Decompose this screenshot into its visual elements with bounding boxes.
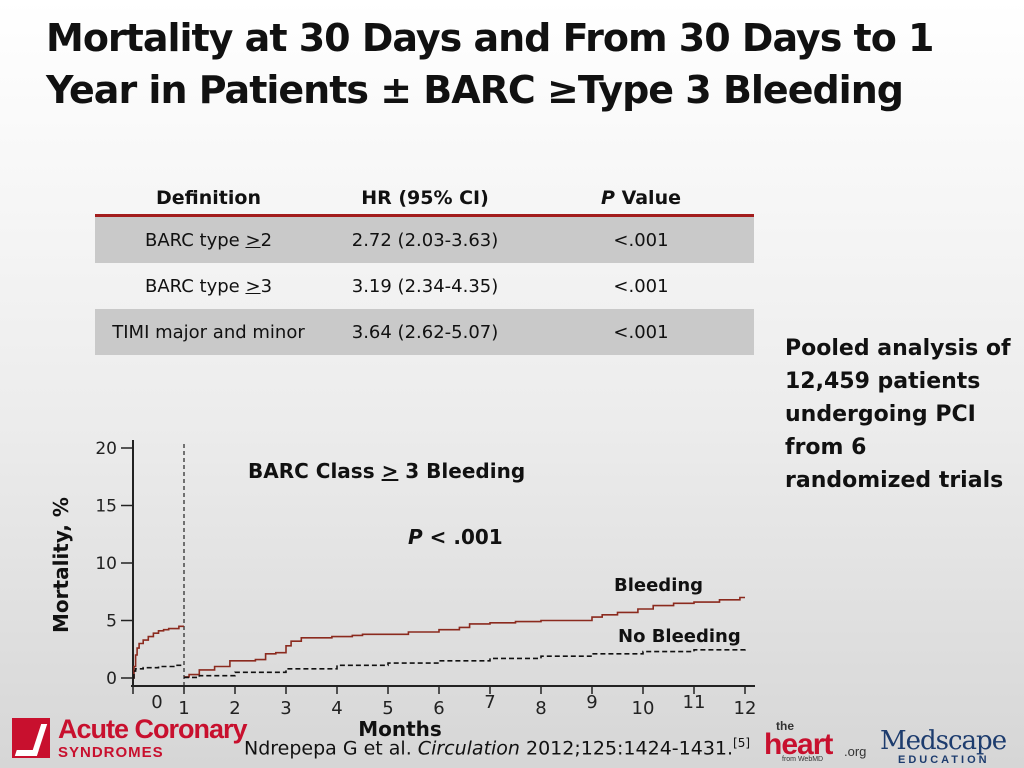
- y-tick-label: 15: [95, 497, 117, 517]
- note-line: randomized trials: [785, 468, 1004, 493]
- theheart-org-logo: the heart .org from WebMD: [762, 719, 867, 766]
- gte-symbol: >: [245, 275, 261, 297]
- x-tick-label: 10: [632, 698, 655, 719]
- cell-hr: 2.72 (2.03-3.63): [322, 215, 528, 263]
- cell-p: <.001: [528, 215, 754, 263]
- table-row: BARC type >2 2.72 (2.03-3.63) <.001: [95, 215, 754, 263]
- y-axis-label: Mortality, %: [49, 497, 73, 633]
- medscape-education-logo: Medscape EDUCATION: [880, 726, 1007, 766]
- x-tick-label: 12: [734, 698, 757, 719]
- cell-p: <.001: [613, 275, 669, 297]
- y-tick-label: 5: [106, 612, 117, 632]
- y-tick-label: 0: [106, 669, 117, 689]
- series-line: [133, 664, 184, 679]
- series-line: [133, 625, 184, 679]
- x-tick-label: 6: [433, 698, 444, 719]
- table-row: BARC type >3 3.19 (2.34-4.35) <.001: [95, 263, 754, 309]
- cell-definition: TIMI major and minor: [95, 309, 322, 355]
- series-label: No Bleeding: [618, 626, 741, 647]
- x-tick-label: 5: [382, 698, 393, 719]
- header-hr: HR (95% CI): [322, 182, 528, 217]
- citation-journal: Circulation: [417, 737, 520, 760]
- x-tick-label: 11: [683, 692, 706, 713]
- p-value-annotation: P < .001: [408, 525, 503, 549]
- heart-logo-the: the: [776, 719, 794, 733]
- cell-definition: BARC type >3: [144, 275, 273, 297]
- chart-title: BARC Class > 3 Bleeding: [248, 459, 525, 483]
- x-tick-label: 1: [178, 698, 189, 719]
- acs-logo-text: Acute Coronary: [58, 714, 248, 744]
- y-tick-label: 10: [95, 554, 117, 574]
- gte-symbol: >: [245, 229, 261, 251]
- x-tick-label: 2: [229, 698, 240, 719]
- header-p-value: P Value: [528, 182, 754, 217]
- series-label: Bleeding: [614, 575, 703, 596]
- x-tick-label: 7: [484, 692, 495, 713]
- cell-hr: 3.19 (2.34-4.35): [351, 275, 499, 297]
- x-axis-label: Months: [358, 717, 442, 740]
- cell-p: <.001: [528, 309, 754, 355]
- series-line: [184, 596, 745, 678]
- medscape-logo-subtext: EDUCATION: [898, 754, 990, 766]
- cell-hr: 3.64 (2.62-5.07): [322, 309, 528, 355]
- citation-details: 2012;125:1424-1431.: [519, 737, 734, 760]
- title-line-1: Mortality at 30 Days and From 30 Days to…: [46, 16, 934, 60]
- citation: Ndrepepa G et al. Circulation 2012;125:1…: [244, 736, 750, 759]
- p-italic: P: [601, 187, 615, 209]
- heart-logo-org: .org: [844, 744, 867, 759]
- slide-title: Mortality at 30 Days and From 30 Days to…: [46, 12, 946, 116]
- citation-authors: Ndrepepa G et al.: [244, 737, 418, 760]
- header-definition: Definition: [95, 182, 322, 217]
- x-tick-label: 0: [151, 692, 162, 713]
- hazard-ratio-table: Definition HR (95% CI) P Value BARC type…: [95, 182, 754, 355]
- x-tick-label: 3: [280, 698, 291, 719]
- note-line: undergoing PCI: [785, 402, 976, 427]
- y-tick-label: 20: [95, 439, 117, 459]
- x-tick-label: 8: [535, 698, 546, 719]
- x-tick-label: 9: [586, 692, 597, 713]
- title-line-2: Year in Patients ± BARC ≥Type 3 Bleeding: [46, 68, 904, 112]
- cell-definition: BARC type >2: [95, 215, 322, 263]
- table-header-row: Definition HR (95% CI) P Value: [95, 182, 754, 217]
- note-line: 12,459 patients: [785, 369, 981, 394]
- pooled-analysis-note: Pooled analysis of 12,459 patients under…: [785, 332, 1015, 497]
- note-line: from 6: [785, 435, 867, 460]
- heart-logo-main: heart: [764, 728, 833, 761]
- note-line: Pooled analysis of: [785, 336, 1011, 361]
- citation-ref: [5]: [733, 736, 751, 750]
- x-tick-label: 4: [331, 698, 342, 719]
- acs-mark-icon: [12, 718, 50, 758]
- series-line: [184, 648, 746, 679]
- acs-logo-subtext: SYNDROMES: [58, 744, 164, 761]
- medscape-logo-text: Medscape: [880, 726, 1007, 756]
- heart-logo-sub: from WebMD: [782, 756, 824, 763]
- table-row: TIMI major and minor 3.64 (2.62-5.07) <.…: [95, 309, 754, 355]
